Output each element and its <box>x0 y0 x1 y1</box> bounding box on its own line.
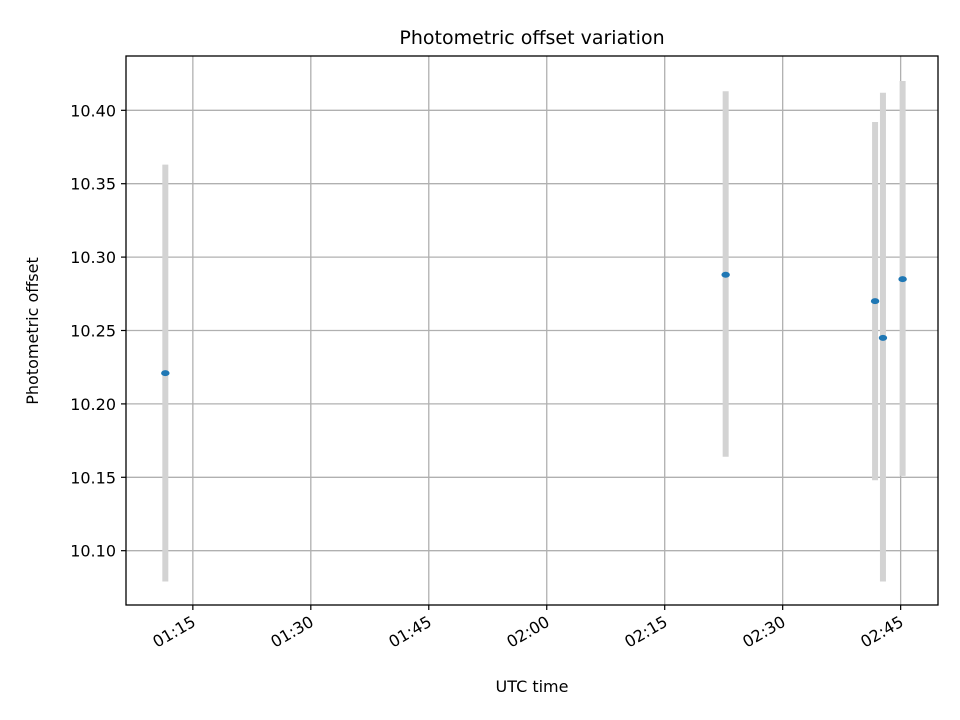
data-point <box>898 276 907 283</box>
y-tick-label: 10.30 <box>70 248 116 267</box>
chart-title: Photometric offset variation <box>399 27 664 49</box>
y-tick-label: 10.10 <box>70 542 116 561</box>
y-tick-label: 10.20 <box>70 395 116 414</box>
data-point <box>878 334 888 341</box>
data-point <box>161 370 170 377</box>
data-point <box>721 271 730 278</box>
y-tick-label: 10.25 <box>70 322 116 341</box>
y-tick-label: 10.35 <box>70 175 116 194</box>
x-axis-title: UTC time <box>496 677 569 696</box>
data-point <box>870 298 880 305</box>
y-tick-label: 10.15 <box>70 468 116 487</box>
y-tick-label: 10.40 <box>70 101 116 120</box>
data-points <box>161 271 907 377</box>
y-axis-title: Photometric offset <box>23 257 42 405</box>
grid <box>126 56 938 605</box>
